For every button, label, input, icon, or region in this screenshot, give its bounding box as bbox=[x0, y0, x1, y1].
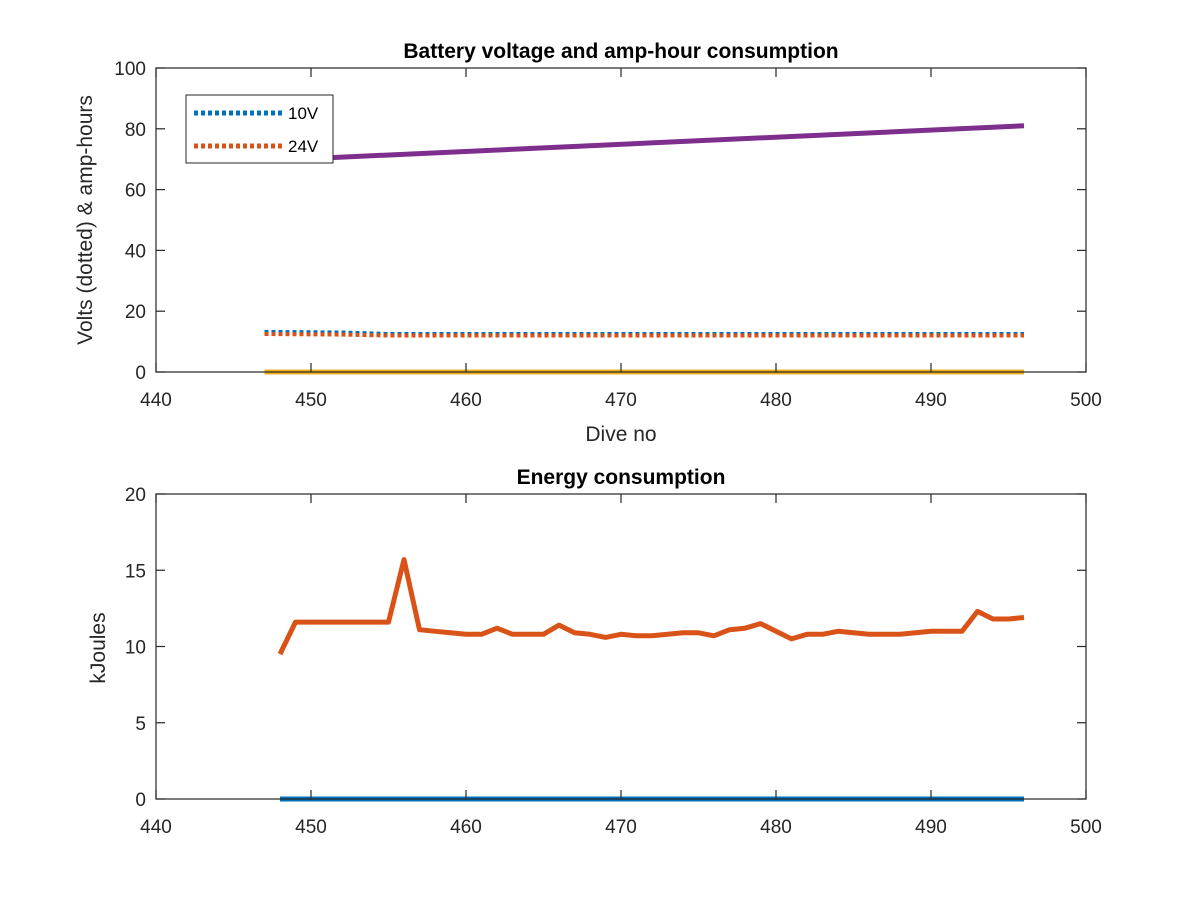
voltage-ytick-label: 60 bbox=[125, 181, 146, 202]
legend-label-24v: 24V bbox=[288, 137, 319, 156]
energy-ytick-label: 0 bbox=[135, 790, 146, 811]
legend-box bbox=[185, 94, 334, 164]
voltage-xtick-label: 500 bbox=[1070, 390, 1102, 411]
energy-xtick-label: 470 bbox=[605, 817, 637, 838]
voltage-ytick-label: 0 bbox=[135, 363, 146, 384]
voltage-ylabel: Volts (dotted) & amp-hours bbox=[74, 95, 97, 345]
voltage-xtick-label: 490 bbox=[915, 390, 947, 411]
energy-ticks: 440 450 460 470 480 490 500 0 5 10 15 20 bbox=[125, 485, 1102, 838]
energy-xtick-label: 500 bbox=[1070, 817, 1102, 838]
voltage-ytick-label: 100 bbox=[114, 59, 146, 80]
energy-series-1-line bbox=[277, 557, 1025, 656]
legend-label-10v: 10V bbox=[288, 104, 319, 123]
energy-ylabel: kJoules bbox=[87, 612, 110, 683]
voltage-xtick-label: 450 bbox=[295, 390, 327, 411]
voltage-ytick-label: 20 bbox=[125, 302, 146, 323]
energy-ytick-label: 10 bbox=[125, 638, 146, 659]
voltage-xtick-label: 440 bbox=[140, 390, 172, 411]
voltage-xtick-label: 480 bbox=[760, 390, 792, 411]
voltage-series-3-line bbox=[264, 123, 1025, 164]
energy-ytick-label: 15 bbox=[125, 561, 146, 582]
voltage-subplot: Battery voltage and amp-hour consumption… bbox=[74, 40, 1102, 446]
voltage-title: Battery voltage and amp-hour consumption bbox=[403, 40, 838, 63]
voltage-ytick-label: 40 bbox=[125, 241, 146, 262]
voltage-xlabel: Dive no bbox=[585, 423, 656, 446]
energy-xtick-label: 460 bbox=[450, 817, 482, 838]
energy-title: Energy consumption bbox=[517, 466, 726, 489]
voltage-series-24v-line bbox=[264, 332, 1024, 338]
energy-xtick-label: 450 bbox=[295, 817, 327, 838]
energy-subplot: Energy consumption kJoules 440 450 460 470 4… bbox=[87, 466, 1102, 838]
energy-xtick-label: 480 bbox=[760, 817, 792, 838]
voltage-legend: 10V 24V bbox=[185, 94, 334, 164]
energy-ytick-label: 20 bbox=[125, 485, 146, 506]
energy-xtick-label: 490 bbox=[915, 817, 947, 838]
voltage-ytick-label: 80 bbox=[125, 120, 146, 141]
voltage-ticks: 440 450 460 470 480 490 500 0 20 40 60 80 100 bbox=[114, 59, 1102, 411]
voltage-xtick-label: 460 bbox=[450, 390, 482, 411]
energy-ytick-label: 5 bbox=[135, 714, 146, 735]
energy-xtick-label: 440 bbox=[140, 817, 172, 838]
voltage-xtick-label: 470 bbox=[605, 390, 637, 411]
